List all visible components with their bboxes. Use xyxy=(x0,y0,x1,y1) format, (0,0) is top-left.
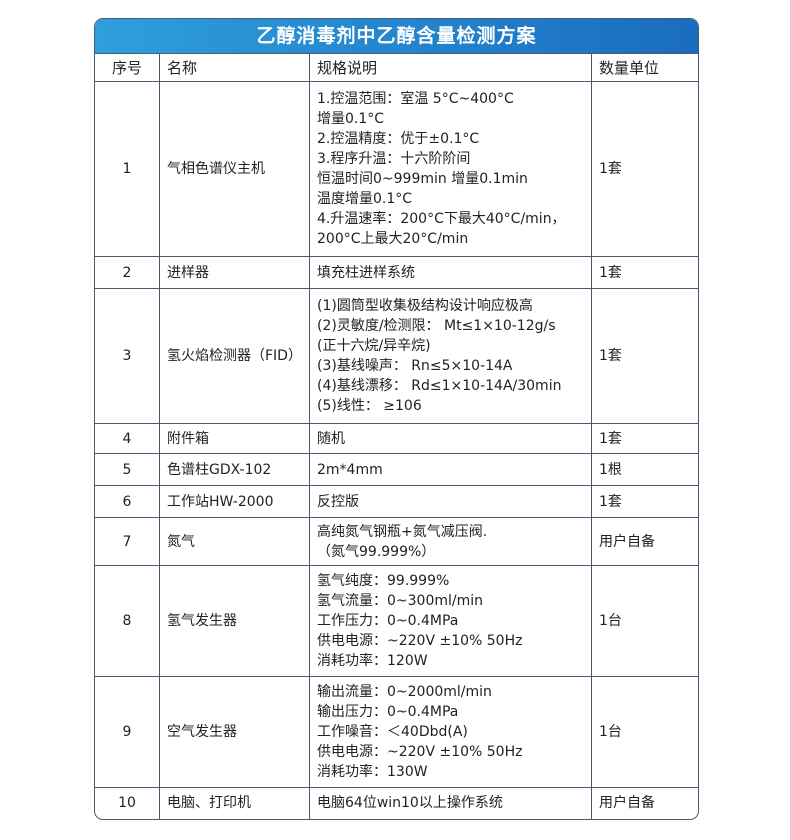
spec-line: 氢气流量：0~300ml/min xyxy=(317,593,484,609)
spec-line: 增量0.1°C xyxy=(317,111,385,127)
item-name: 气相色谱仪主机 xyxy=(159,81,310,257)
item-quantity: 1套 xyxy=(591,256,698,289)
item-spec: 随机 xyxy=(309,423,592,454)
item-spec: 1.控温范围：室温 5°C~400°C 增量0.1°C 2.控温精度：优于±0.1°… xyxy=(309,81,592,257)
row-number: 1 xyxy=(95,81,160,257)
table-row: 7 氮气 高纯氮气钢瓶+氮气减压阀. （氮气99.999%） 用户自备 xyxy=(95,517,698,566)
spec-line: 反控版 xyxy=(317,493,359,510)
item-quantity: 1台 xyxy=(591,565,698,677)
item-name: 电脑、打印机 xyxy=(159,787,310,819)
header-no: 序号 xyxy=(95,53,160,82)
item-name: 进样器 xyxy=(159,256,310,289)
spec-line: 4.升温速率：200°C下最大40°C/min， xyxy=(317,211,566,227)
item-quantity: 1套 xyxy=(591,288,698,424)
item-quantity: 1套 xyxy=(591,81,698,257)
spec-line: 3.程序升温：十六阶阶间 xyxy=(317,151,471,167)
spec-line: 输出流量：0~2000ml/min xyxy=(317,684,492,700)
spec-line: 2m*4mm xyxy=(317,461,383,478)
table-row: 9 空气发生器 输出流量：0~2000ml/min 输出压力：0~0.4MPa 工作噪音… xyxy=(95,676,698,788)
spec-line: (5)线性： ≥106 xyxy=(317,398,422,414)
item-spec: 2m*4mm xyxy=(309,453,592,486)
spec-line: 2.控温精度：优于±0.1°C xyxy=(317,131,480,147)
item-spec: 电脑64位win10以上操作系统 xyxy=(309,787,592,819)
table-row: 10 电脑、打印机 电脑64位win10以上操作系统 用户自备 xyxy=(95,787,698,819)
item-quantity: 用户自备 xyxy=(591,517,698,566)
table-row: 6 工作站HW-2000 反控版 1套 xyxy=(95,485,698,518)
spec-line: (2)灵敏度/检测限： Mt≤1×10-12g/s xyxy=(317,318,556,334)
item-spec: 氢气纯度：99.999% 氢气流量：0~300ml/min 工作压力：0~0.4MP… xyxy=(309,565,592,677)
spec-line: 1.控温范围：室温 5°C~400°C xyxy=(317,91,514,107)
spec-line: 输出压力：0~0.4MPa xyxy=(317,704,459,720)
spec-line: （氮气99.999%） xyxy=(317,543,436,560)
spec-line: 供电电源：~220V ±10% 50Hz xyxy=(317,633,523,649)
row-number: 6 xyxy=(95,485,160,518)
item-quantity: 1根 xyxy=(591,453,698,486)
spec-line: 消耗功率：130W xyxy=(317,764,428,780)
item-spec: 输出流量：0~2000ml/min 输出压力：0~0.4MPa 工作噪音：＜40Db… xyxy=(309,676,592,788)
row-number: 10 xyxy=(95,787,160,819)
spec-line: 消耗功率：120W xyxy=(317,653,428,669)
table-row: 1 气相色谱仪主机 1.控温范围：室温 5°C~400°C 增量0.1°C 2.控温精度… xyxy=(95,81,698,257)
spec-line: 氢气纯度：99.999% xyxy=(317,573,450,589)
table-title: 乙醇消毒剂中乙醇含量检测方案 xyxy=(95,19,698,53)
equipment-table-card: 乙醇消毒剂中乙醇含量检测方案 序号 名称 规格说明 数量单位 1 气相色谱仪主机 1… xyxy=(94,18,699,820)
spec-line: 恒温时间0~999min 增量0.1min xyxy=(317,171,528,187)
row-number: 4 xyxy=(95,423,160,454)
item-spec: 填充柱进样系统 xyxy=(309,256,592,289)
spec-line: (3)基线噪声： Rn≤5×10-14A xyxy=(317,358,513,374)
header-row: 序号 名称 规格说明 数量单位 xyxy=(95,53,698,82)
item-quantity: 1套 xyxy=(591,423,698,454)
item-spec: 反控版 xyxy=(309,485,592,518)
spec-line: 电脑64位win10以上操作系统 xyxy=(317,795,503,812)
item-quantity: 1台 xyxy=(591,676,698,788)
table-row: 3 氢火焰检测器（FID） (1)圆筒型收集极结构设计响应极高 (2)灵敏度/检测限：… xyxy=(95,288,698,424)
item-quantity: 1套 xyxy=(591,485,698,518)
spec-line: (4)基线漂移： Rd≤1×10-14A/30min xyxy=(317,378,562,394)
row-number: 7 xyxy=(95,517,160,566)
table-row: 2 进样器 填充柱进样系统 1套 xyxy=(95,256,698,289)
spec-line: 随机 xyxy=(317,430,345,447)
table-row: 4 附件箱 随机 1套 xyxy=(95,423,698,454)
row-number: 8 xyxy=(95,565,160,677)
item-spec: 高纯氮气钢瓶+氮气减压阀. （氮气99.999%） xyxy=(309,517,592,566)
spec-line: (正十六烷/异辛烷) xyxy=(317,338,431,354)
spec-line: 200°C上最大20°C/min xyxy=(317,231,469,247)
spec-line: (1)圆筒型收集极结构设计响应极高 xyxy=(317,298,533,314)
item-name: 工作站HW-2000 xyxy=(159,485,310,518)
item-quantity: 用户自备 xyxy=(591,787,698,819)
spec-line: 供电电源：~220V ±10% 50Hz xyxy=(317,744,523,760)
header-spec: 规格说明 xyxy=(309,53,592,82)
item-name: 氢气发生器 xyxy=(159,565,310,677)
spec-line: 高纯氮气钢瓶+氮气减压阀. xyxy=(317,523,488,540)
item-name: 色谱柱GDX-102 xyxy=(159,453,310,486)
item-name: 氮气 xyxy=(159,517,310,566)
table-row: 5 色谱柱GDX-102 2m*4mm 1根 xyxy=(95,453,698,486)
spec-line: 工作噪音：＜40Dbd(A) xyxy=(317,724,468,740)
header-qty: 数量单位 xyxy=(591,53,698,82)
item-name: 氢火焰检测器（FID） xyxy=(159,288,310,424)
spec-line: 温度增量0.1°C xyxy=(317,191,413,207)
row-number: 5 xyxy=(95,453,160,486)
spec-line: 工作压力：0~0.4MPa xyxy=(317,613,459,629)
table-row: 8 氢气发生器 氢气纯度：99.999% 氢气流量：0~300ml/min 工作压力：0… xyxy=(95,565,698,677)
item-name: 附件箱 xyxy=(159,423,310,454)
item-spec: (1)圆筒型收集极结构设计响应极高 (2)灵敏度/检测限： Mt≤1×10-12g… xyxy=(309,288,592,424)
item-name: 空气发生器 xyxy=(159,676,310,788)
row-number: 3 xyxy=(95,288,160,424)
equipment-table: 序号 名称 规格说明 数量单位 1 气相色谱仪主机 1.控温范围：室温 5°C~40… xyxy=(95,53,698,819)
row-number: 9 xyxy=(95,676,160,788)
header-name: 名称 xyxy=(159,53,310,82)
spec-line: 填充柱进样系统 xyxy=(317,264,415,281)
row-number: 2 xyxy=(95,256,160,289)
